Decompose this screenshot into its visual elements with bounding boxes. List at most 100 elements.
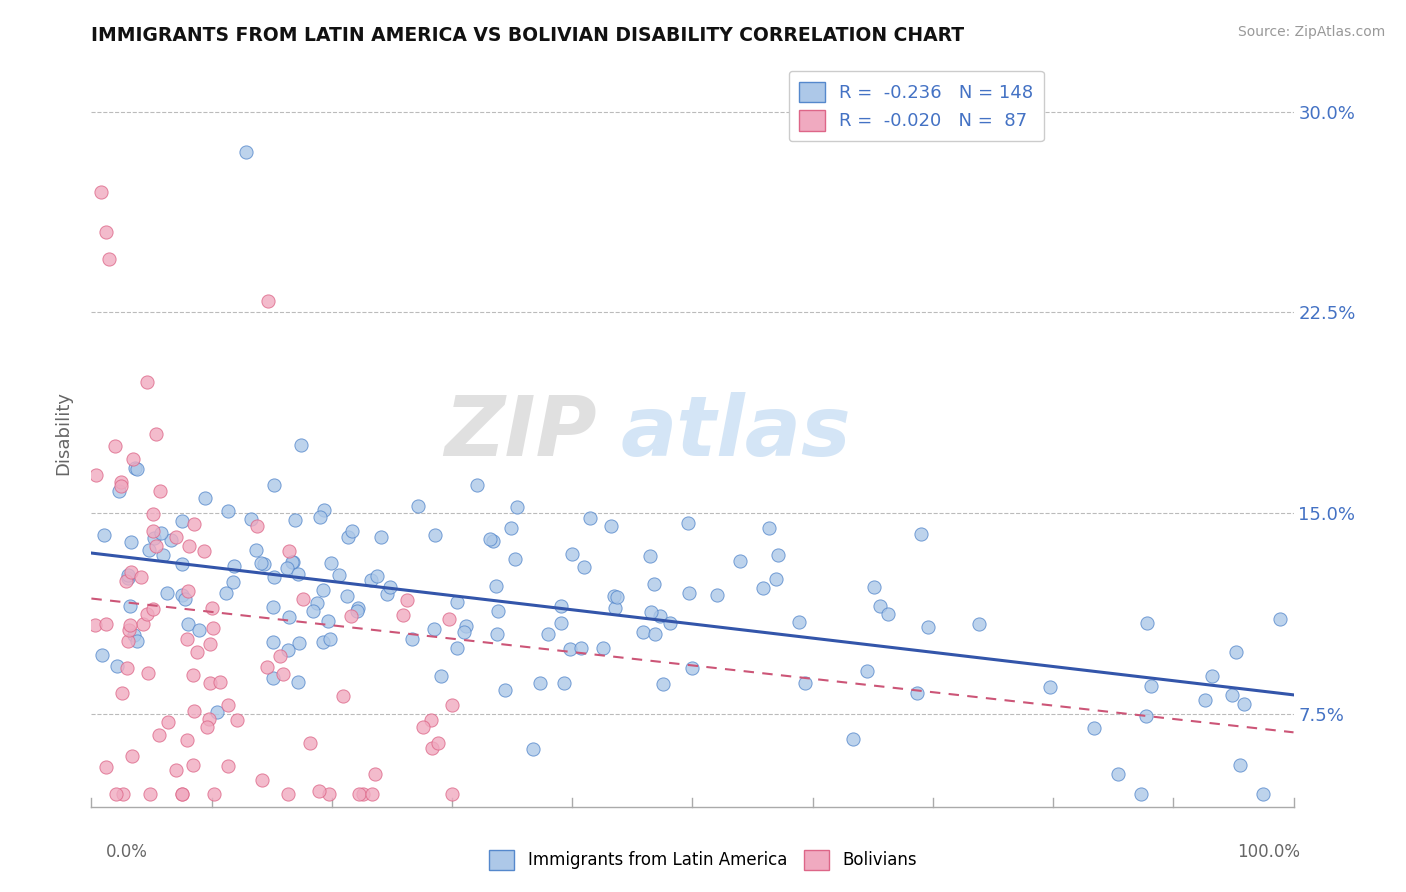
Point (439, 612, 461, 626)
Point (129, 570, 152, 584)
Point (1229, 758, 1251, 772)
Point (277, 643, 299, 657)
Point (855, 665, 877, 679)
Point (537, 627, 560, 641)
Point (454, 619, 477, 633)
Point (287, 674, 309, 689)
Point (766, 549, 789, 563)
Point (225, 713, 247, 727)
Point (312, 635, 335, 649)
Point (301, 604, 323, 618)
Point (319, 556, 342, 570)
Point (218, 758, 240, 772)
Point (93, 528, 115, 542)
Point (967, 617, 990, 632)
Point (877, 607, 900, 621)
Point (120, 618, 142, 632)
Point (339, 609, 361, 624)
Point (90, 185, 112, 199)
Point (364, 767, 387, 781)
Point (446, 595, 468, 609)
Point (112, 787, 135, 801)
Text: 100.0%: 100.0% (1237, 843, 1301, 861)
Point (569, 641, 592, 656)
Point (183, 516, 205, 531)
Point (917, 620, 939, 634)
Point (640, 549, 662, 564)
Point (910, 527, 932, 541)
Point (194, 491, 217, 505)
Point (195, 720, 218, 734)
Point (142, 507, 165, 521)
Legend: R =  -0.236   N = 148, R =  -0.020   N =  87: R = -0.236 N = 148, R = -0.020 N = 87 (789, 70, 1045, 141)
Point (117, 634, 139, 648)
Point (262, 599, 284, 614)
Point (172, 787, 194, 801)
Point (276, 560, 298, 574)
Point (284, 512, 307, 526)
Point (318, 787, 340, 801)
Point (553, 676, 575, 690)
Point (117, 571, 139, 585)
Point (136, 607, 159, 621)
Point (550, 615, 572, 630)
Point (336, 590, 359, 604)
Point (157, 714, 180, 729)
Point (98, 252, 121, 266)
Point (114, 574, 136, 588)
Point (1129, 787, 1152, 801)
Point (160, 533, 183, 547)
Point (263, 570, 285, 584)
Point (561, 547, 583, 561)
Point (143, 531, 166, 545)
Point (283, 555, 305, 569)
Point (262, 671, 284, 685)
Point (198, 712, 221, 726)
Point (138, 543, 160, 558)
Point (290, 438, 312, 452)
Point (257, 293, 280, 308)
Point (360, 573, 382, 587)
Point (176, 632, 198, 647)
Point (485, 579, 508, 593)
Point (1268, 612, 1291, 626)
Point (308, 783, 330, 797)
Point (318, 632, 340, 647)
Point (215, 586, 238, 600)
Point (494, 683, 516, 698)
Point (173, 591, 195, 606)
Point (90, 648, 112, 662)
Point (501, 521, 523, 535)
Point (249, 557, 271, 571)
Point (429, 668, 451, 682)
Point (426, 736, 449, 750)
Point (94, 760, 117, 774)
Point (560, 641, 582, 656)
Point (288, 636, 311, 650)
Point (681, 661, 703, 675)
Point (1083, 721, 1105, 735)
Point (287, 566, 309, 581)
Point (643, 577, 665, 591)
Point (132, 616, 155, 631)
Point (332, 689, 354, 703)
Point (579, 510, 602, 524)
Text: 0.0%: 0.0% (105, 843, 148, 861)
Point (193, 543, 215, 558)
Point (606, 591, 628, 605)
Point (298, 736, 321, 750)
Point (139, 787, 162, 801)
Point (599, 519, 621, 533)
Point (122, 452, 145, 467)
Point (111, 686, 134, 700)
Point (201, 621, 224, 635)
Point (366, 568, 388, 582)
Point (307, 596, 329, 610)
Point (145, 427, 167, 442)
Point (136, 666, 159, 681)
Point (603, 590, 626, 604)
Point (316, 615, 339, 629)
Point (277, 787, 299, 801)
Point (392, 607, 415, 622)
Point (631, 624, 654, 639)
